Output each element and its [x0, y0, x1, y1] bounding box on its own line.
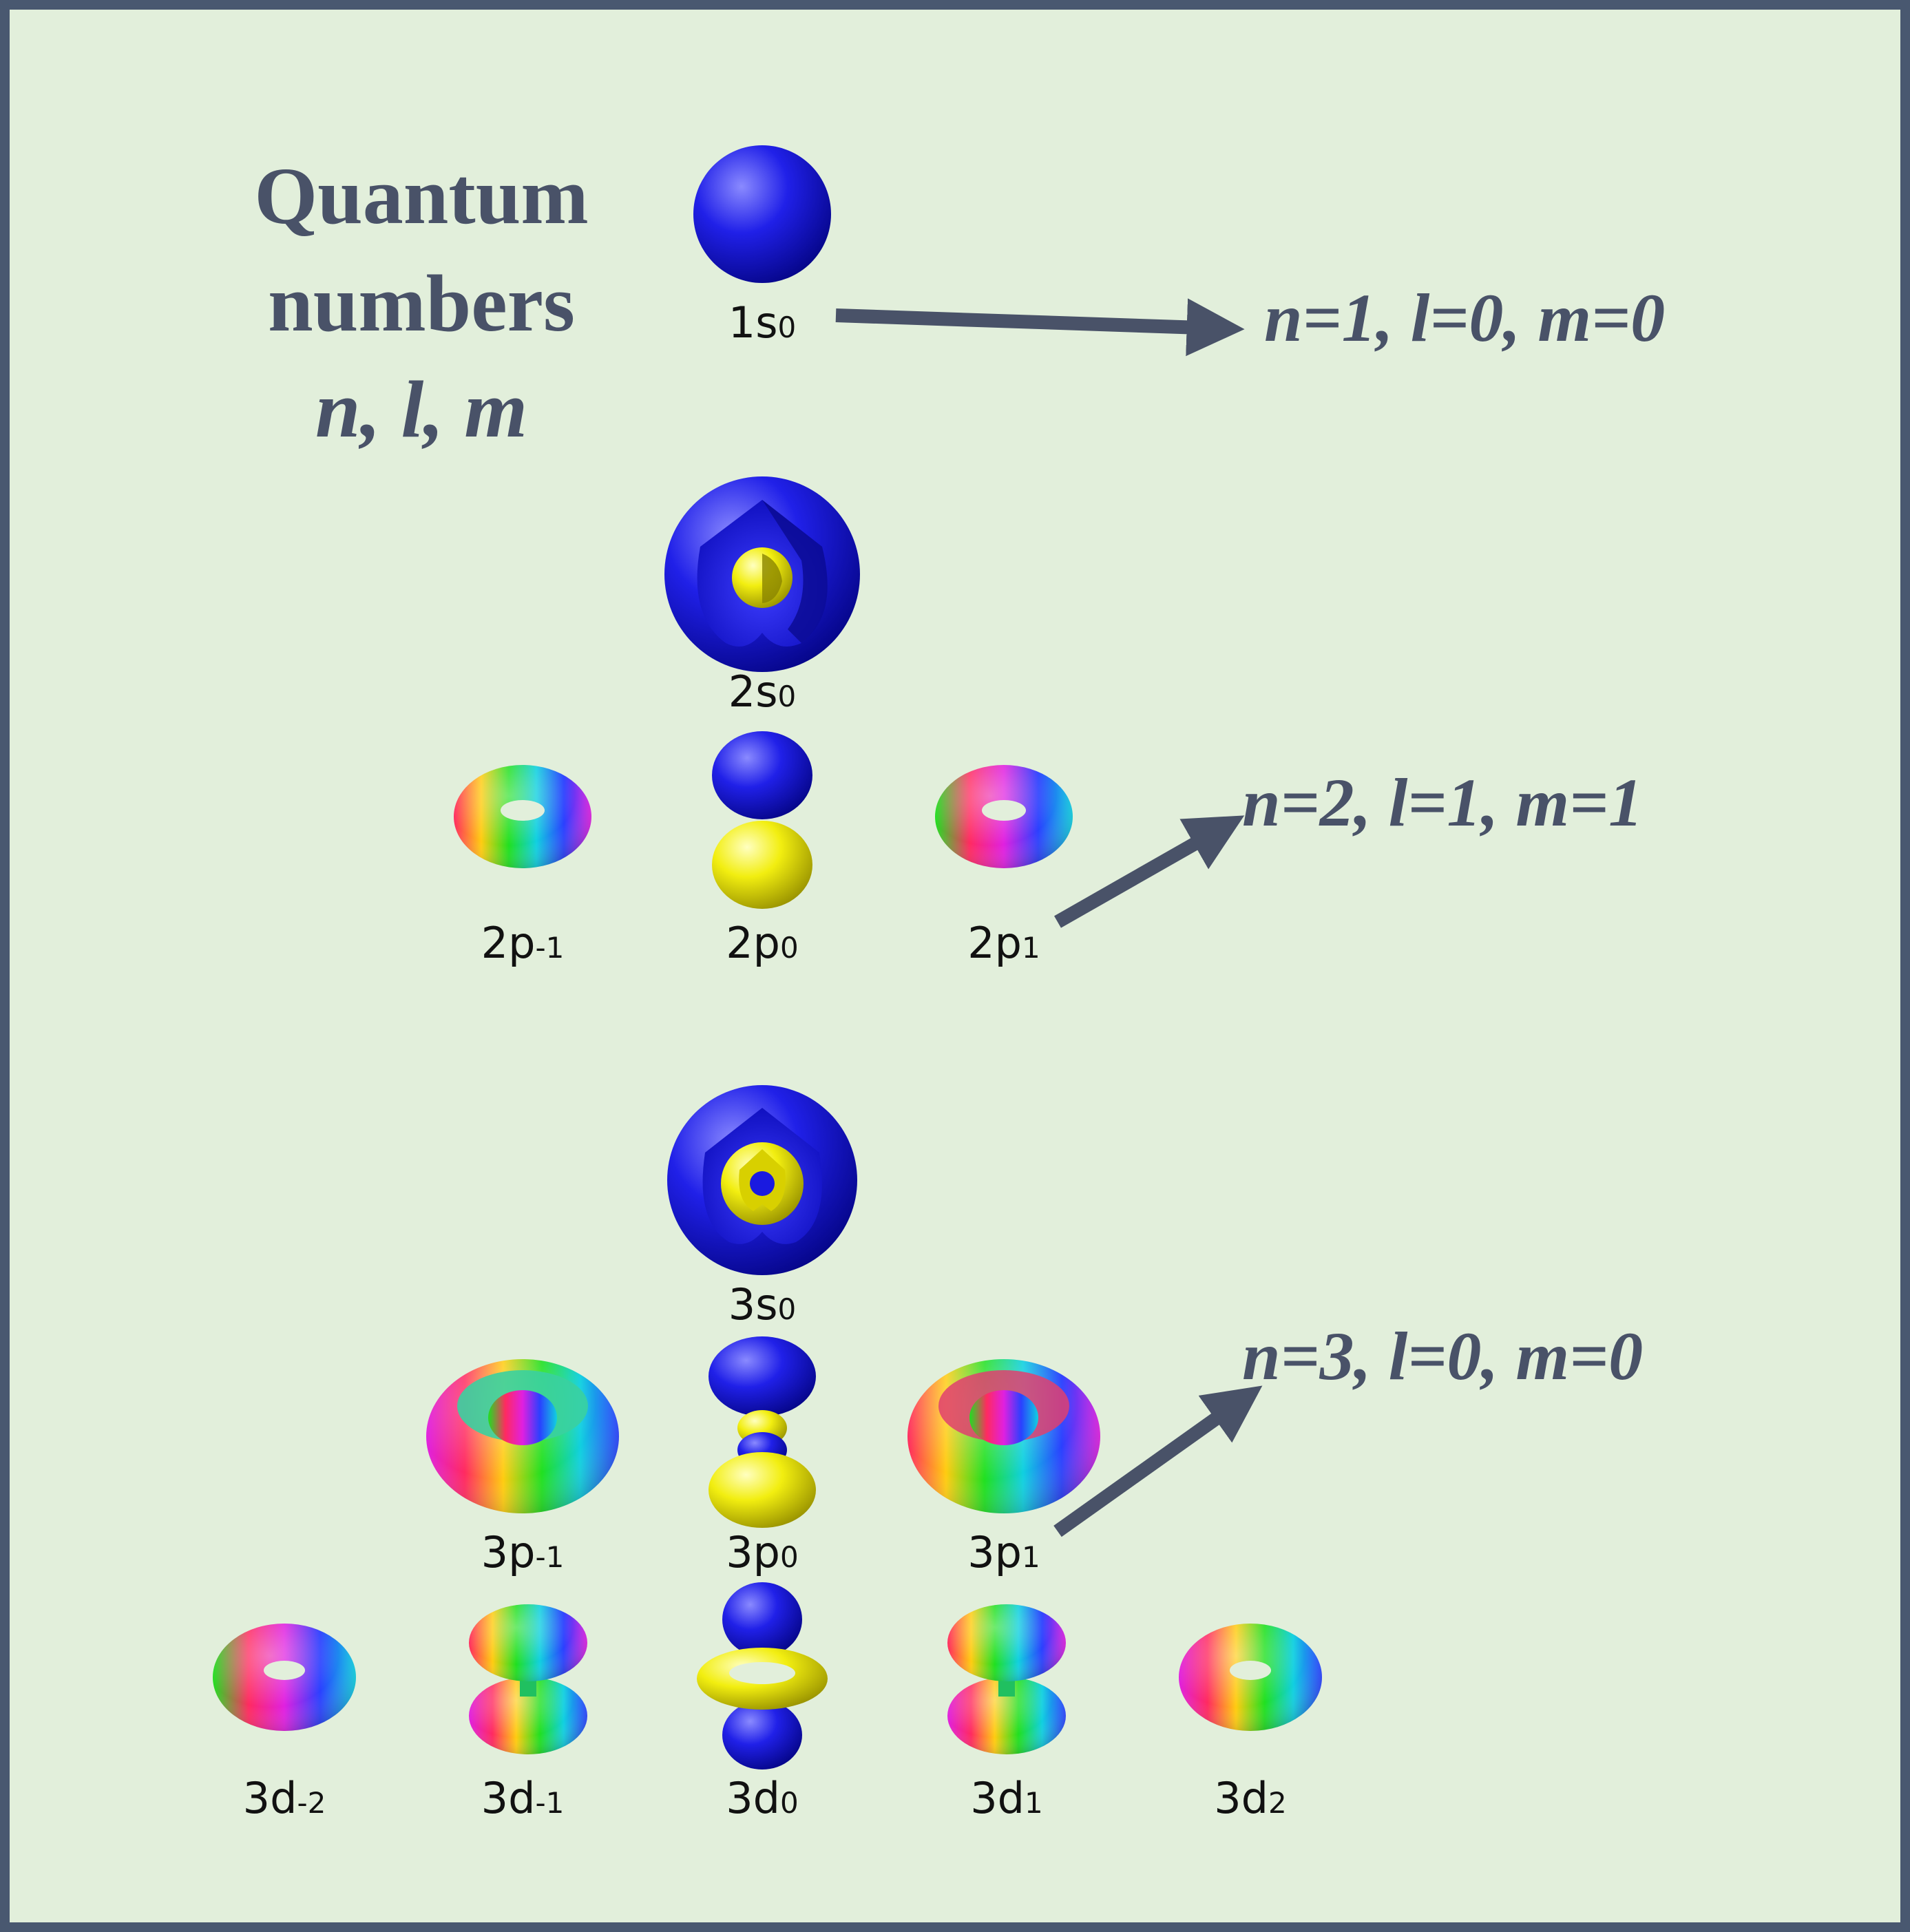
label-3d-1: 3d-1	[433, 1777, 612, 1820]
title-line-quantum: Quantum	[146, 156, 697, 237]
label-1s0: 1s0	[673, 302, 852, 344]
label-2p1: 2p1	[914, 922, 1093, 965]
label-3d2: 3d2	[1161, 1777, 1340, 1820]
orbital-3s0-shape	[667, 1085, 857, 1275]
label-3s0: 3s0	[673, 1283, 852, 1326]
orbital-2p1-shape	[935, 765, 1073, 868]
orbital-3d0-shape	[697, 1582, 828, 1770]
orbital-2s0-shape	[664, 476, 860, 672]
label-3p1: 3p1	[914, 1531, 1093, 1574]
callout-2p1: n=2, l=1, m=1	[1242, 768, 1643, 837]
title-line-nlm: n, l, m	[146, 369, 697, 450]
label-3d-2: 3d-2	[195, 1777, 374, 1820]
orbital-2p0-shape	[712, 731, 812, 909]
orbital-1s0-shape	[693, 145, 831, 283]
label-2s0: 2s0	[673, 671, 852, 713]
arrow-1s0	[836, 315, 1221, 328]
orbital-3d1-shape	[947, 1604, 1066, 1754]
orbital-3d-1-shape	[469, 1604, 587, 1754]
orbital-3p1-shape	[907, 1359, 1100, 1513]
label-3d1: 3d1	[917, 1777, 1096, 1820]
orbital-3p0-shape	[709, 1336, 816, 1528]
orbital-3d-2-shape	[213, 1624, 356, 1731]
title-line-numbers: numbers	[146, 263, 697, 344]
label-3p-1: 3p-1	[433, 1531, 612, 1574]
arrow-2p1	[1058, 827, 1224, 922]
label-3p0: 3p0	[673, 1531, 852, 1574]
label-2p0: 2p0	[673, 922, 852, 965]
label-2p-1: 2p-1	[433, 922, 612, 965]
callout-1s0: n=1, l=0, m=0	[1264, 284, 1665, 353]
diagram-canvas: Quantum numbers n, l, m n=1, l=0, m=0 n=…	[10, 10, 1900, 1922]
callout-3p1: n=3, l=0, m=0	[1242, 1322, 1643, 1391]
orbital-3p-1-shape	[426, 1359, 619, 1513]
orbital-2p-1-shape	[454, 765, 591, 868]
label-3d0: 3d0	[673, 1777, 852, 1820]
orbital-3d2-shape	[1179, 1624, 1322, 1731]
